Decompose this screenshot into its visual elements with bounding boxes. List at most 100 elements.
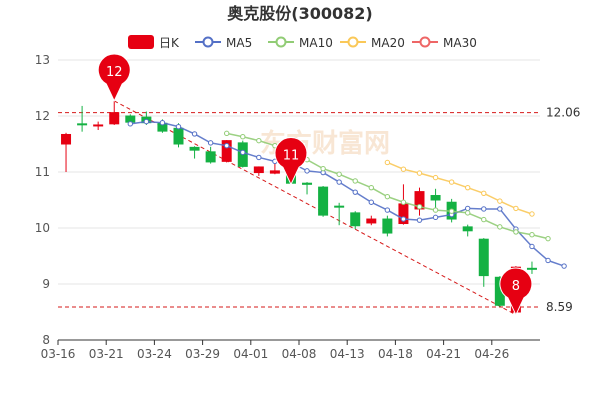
candle: [478, 238, 489, 287]
legend-symbol: [275, 36, 287, 48]
trend-line: [113, 100, 517, 316]
ma-point-ma5: [561, 263, 567, 269]
legend-item: 日K: [128, 35, 180, 50]
x-tick-label: 03-29: [185, 347, 220, 361]
legend-item: MA5: [195, 36, 252, 50]
ma-point-ma10: [224, 130, 230, 137]
legend-label: MA10: [299, 36, 333, 50]
candle: [382, 215, 393, 237]
legend-item: MA10: [268, 36, 333, 50]
chart-title: 奥克股份(300082): [227, 4, 372, 23]
ma-point-ma5: [545, 257, 551, 264]
ma-point-ma5: [529, 243, 535, 250]
y-tick-label: 8: [42, 333, 50, 347]
axes: 8 9 10 11 12 13 03-16 03-21 03-24 03-29 04-01 04-08…: [35, 53, 540, 361]
ma-point-ma10: [336, 171, 342, 177]
trend-line-layer: [113, 100, 517, 316]
candle-body: [366, 218, 377, 224]
candle: [366, 215, 377, 226]
ma-point-ma20: [448, 179, 455, 185]
candle: [302, 182, 313, 195]
marker-label: 11: [283, 148, 300, 163]
legend-label: MA5: [226, 36, 252, 50]
x-tick-label: 04-26: [474, 347, 509, 361]
ma-point-ma20: [432, 174, 439, 181]
legend-symbol: [128, 35, 154, 49]
ma-point-ma10: [400, 199, 407, 205]
ma-point-ma10: [465, 210, 471, 216]
ma-point-ma20: [497, 198, 503, 204]
candle: [205, 146, 216, 164]
candle-body: [318, 186, 329, 216]
x-tick-label: 03-24: [137, 347, 172, 361]
ma-point-ma5: [465, 205, 471, 212]
ma-point-ma5: [127, 121, 134, 127]
candle: [77, 105, 88, 132]
candle-body: [302, 182, 313, 185]
reference-label: 12.06: [546, 106, 580, 120]
ma-point-ma10: [545, 235, 551, 242]
y-tick-label: 10: [35, 221, 50, 235]
ma-point-ma5: [240, 149, 246, 156]
ma-point-ma10: [448, 208, 455, 214]
marker-label: 12: [106, 65, 123, 80]
ma-point-ma10: [481, 216, 487, 223]
candle-body: [221, 140, 232, 162]
candle: [526, 261, 537, 274]
ma-point-ma10: [320, 165, 326, 172]
ma-point-ma5: [256, 154, 262, 161]
candle-body: [478, 238, 489, 277]
x-tick-label: 03-21: [89, 347, 124, 361]
candle-body: [334, 205, 345, 208]
ma-point-ma5: [416, 217, 423, 223]
candle-body: [526, 267, 537, 270]
ma-point-ma10: [529, 232, 535, 238]
ma-point-ma5: [336, 179, 342, 185]
ma-point-ma10: [432, 207, 439, 213]
ma-point-ma5: [207, 140, 214, 146]
candle: [334, 202, 345, 226]
candle-body: [189, 146, 200, 151]
reference-lines: 12.06 8.59: [58, 106, 580, 314]
ma-point-ma5: [432, 214, 439, 221]
candle: [414, 187, 425, 216]
marker-pin: [499, 267, 533, 316]
candle-body: [430, 195, 441, 201]
candle-body: [253, 166, 264, 174]
candle-body: [61, 133, 72, 145]
ma-point-ma5: [224, 142, 230, 149]
ma-point-ma5: [191, 131, 198, 137]
ma-point-ma20: [416, 170, 423, 176]
marker-label: 8: [512, 279, 520, 294]
ma-line-ma20: [387, 161, 533, 215]
ma-line-ma5: [130, 120, 565, 267]
x-tick-label: 04-01: [233, 347, 268, 361]
ma-point-ma5: [497, 206, 503, 212]
legend-symbol: [202, 36, 214, 48]
x-tick-label: 04-08: [282, 347, 317, 361]
marker-max: 12: [97, 53, 131, 103]
reference-label: 8.59: [546, 300, 573, 314]
ma-point-ma20: [465, 184, 471, 191]
candle: [430, 188, 441, 211]
candle: [253, 166, 264, 176]
ma-point-ma5: [159, 120, 166, 126]
candle: [462, 224, 473, 237]
ma-point-ma10: [256, 137, 262, 144]
ma-point-ma10: [368, 184, 374, 191]
ma-point-ma10: [513, 229, 519, 235]
candle-body: [382, 218, 393, 234]
candle-body: [77, 123, 88, 126]
candle-body: [173, 127, 184, 145]
candle: [61, 132, 72, 172]
ma-point-ma20: [481, 190, 487, 196]
ma-point-ma10: [416, 204, 423, 210]
ma-point-ma5: [400, 216, 407, 222]
ma-point-ma10: [240, 134, 246, 140]
legend-label: MA30: [443, 36, 477, 50]
candle-body: [205, 151, 216, 163]
ma-point-ma20: [529, 211, 535, 217]
ma-point-ma5: [143, 118, 150, 125]
